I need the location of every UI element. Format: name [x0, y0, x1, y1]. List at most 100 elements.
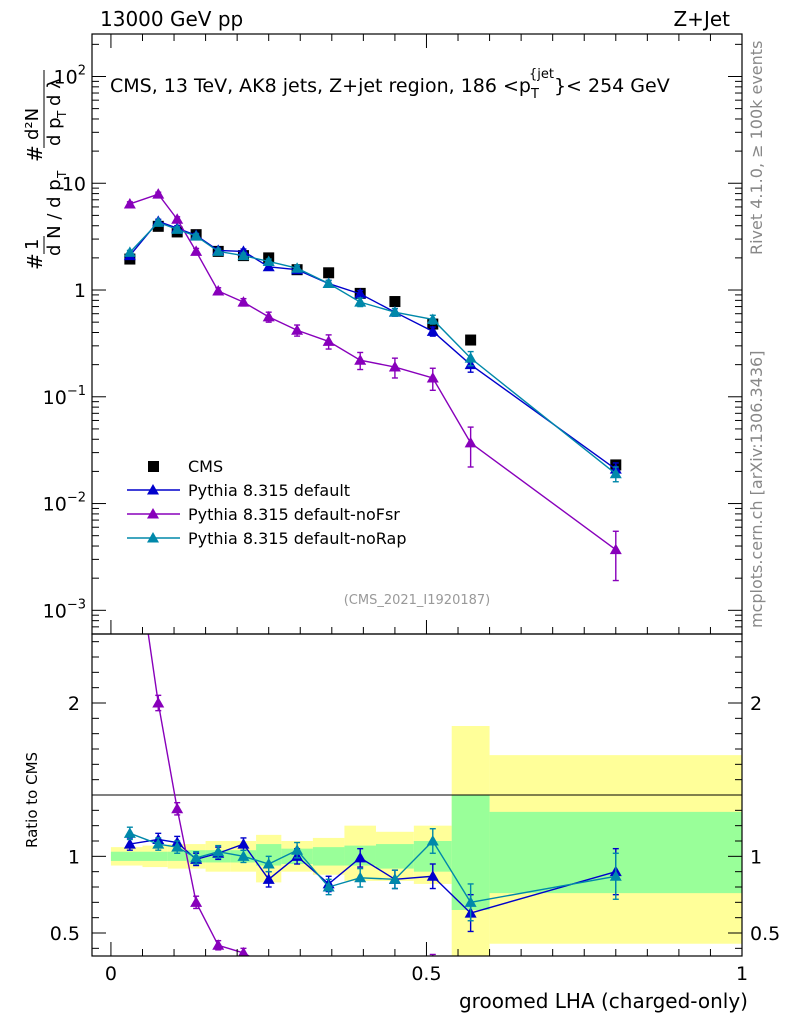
data-point: [171, 213, 184, 224]
ratio-point: [389, 967, 401, 978]
main-y-tick-label: 10: [62, 173, 86, 195]
header-right: Z+Jet: [673, 7, 730, 31]
data-point: [262, 310, 275, 322]
ratio-point: [190, 896, 203, 907]
ratio-point: [190, 851, 203, 863]
data-point: [354, 296, 367, 307]
legend-item: Pythia 8.315 default-noFsr: [127, 505, 400, 524]
svg-text:T: T: [55, 170, 69, 179]
legend-item: Pythia 8.315 default: [127, 481, 350, 500]
ratio-series-2: [123, 826, 622, 922]
reference-label: (CMS_2021_I1920187): [344, 593, 491, 608]
cms-data-point: [465, 334, 477, 346]
ratio-point: [212, 939, 225, 950]
stat-band: [110, 851, 143, 861]
ratio-point: [291, 962, 303, 973]
data-point: [388, 361, 401, 372]
legend-label: CMS: [188, 457, 223, 476]
ratio-point: [322, 881, 335, 892]
ratio-y-tick-label-right: 0.5: [750, 923, 780, 945]
stat-band: [167, 851, 187, 861]
ratio-point: [124, 501, 136, 512]
legend-label: Pythia 8.315 default: [188, 481, 350, 500]
main-y-tick-label: 10−1: [43, 384, 86, 409]
ratio-point: [354, 967, 366, 978]
stat-band: [312, 847, 345, 866]
ratio-y-axis-label: Ratio to CMS: [23, 752, 41, 848]
ratio-point: [171, 802, 184, 814]
cms-data-point: [323, 267, 335, 279]
svg-text:#: #: [23, 145, 47, 162]
ratio-panel: 0.5 0.51 12 20 0.5 1 Ratio to CMS groomed LHA…: [23, 501, 780, 1013]
legend-marker: [147, 532, 159, 543]
data-point: [237, 249, 250, 261]
ratio-point: [152, 697, 165, 708]
svg-text:T: T: [55, 110, 69, 119]
main-y-tick-label: 10−3: [43, 597, 86, 622]
ratio-point: [388, 873, 401, 884]
legend-marker: [147, 508, 159, 519]
series-line: [129, 220, 617, 470]
ratio-point: [354, 851, 367, 863]
legend-label: Pythia 8.315 default-noFsr: [188, 505, 400, 524]
main-series-2: [123, 188, 622, 582]
data-point: [354, 287, 367, 299]
ratio-y-tick-label: 1: [68, 846, 80, 868]
data-point: [152, 188, 165, 199]
data-point: [123, 197, 136, 209]
data-point: [212, 245, 225, 256]
main-series-0: [124, 220, 622, 471]
header-left: 13000 GeV pp: [100, 7, 243, 31]
data-point: [123, 246, 136, 257]
svg-text:#: #: [23, 253, 47, 270]
ratio-point: [464, 896, 477, 907]
data-point: [464, 436, 477, 448]
data-point: [237, 296, 250, 307]
data-point: [171, 223, 184, 234]
ratio-point: [426, 870, 439, 881]
ratio-point: [237, 850, 250, 861]
data-point: [322, 277, 335, 289]
data-point: [426, 371, 439, 383]
legend-label: Pythia 8.315 default-noRap: [188, 529, 406, 548]
svg-text:d²N: d²N: [22, 108, 43, 140]
main-series-3: [123, 216, 622, 483]
legend-marker: [148, 461, 159, 472]
ratio-point: [609, 870, 622, 881]
data-point: [212, 284, 225, 296]
main-y-tick-label: 1: [74, 280, 86, 302]
ratio-point: [262, 873, 275, 884]
legend: CMS Pythia 8.315 default Pythia 8.315 defa…: [127, 457, 406, 548]
legend-item: Pythia 8.315 default-noRap: [127, 529, 406, 548]
svg-text:d N / d p: d N / d p: [44, 179, 65, 256]
x-axis-label: groomed LHA (charged-only): [459, 989, 748, 1013]
svg-text:d p: d p: [44, 117, 65, 146]
series-line: [129, 221, 617, 475]
ratio-point: [263, 961, 275, 972]
main-title: CMS, 13 TeV, AK8 jets, Z+jet region, 186…: [110, 67, 670, 102]
svg-text:d λ: d λ: [44, 78, 65, 106]
main-y-axis-label: # 1 d N / d p T # d²N d p T d λ: [22, 70, 69, 270]
data-point: [190, 230, 203, 241]
ratio-point: [123, 838, 136, 849]
x-tick-label: 1: [736, 963, 748, 985]
ratio-point: [152, 838, 165, 849]
ratio-point: [171, 841, 184, 852]
cms-data-point: [389, 296, 401, 308]
ratio-point: [238, 946, 249, 956]
data-point: [262, 255, 275, 266]
data-point: [291, 262, 304, 273]
data-point: [190, 245, 203, 256]
ratio-point: [123, 827, 136, 838]
data-point: [152, 216, 165, 227]
data-point: [262, 260, 275, 272]
ratio-y-tick-label: 0.5: [50, 923, 80, 945]
stat-band: [375, 844, 414, 869]
main-y-tick-label: 10−2: [43, 491, 86, 516]
stat-band: [142, 851, 168, 861]
legend-item: CMS: [148, 457, 223, 476]
x-tick-label: 0.5: [411, 963, 441, 985]
main-y-tick-label: 102: [54, 63, 86, 88]
ratio-point: [291, 844, 304, 855]
